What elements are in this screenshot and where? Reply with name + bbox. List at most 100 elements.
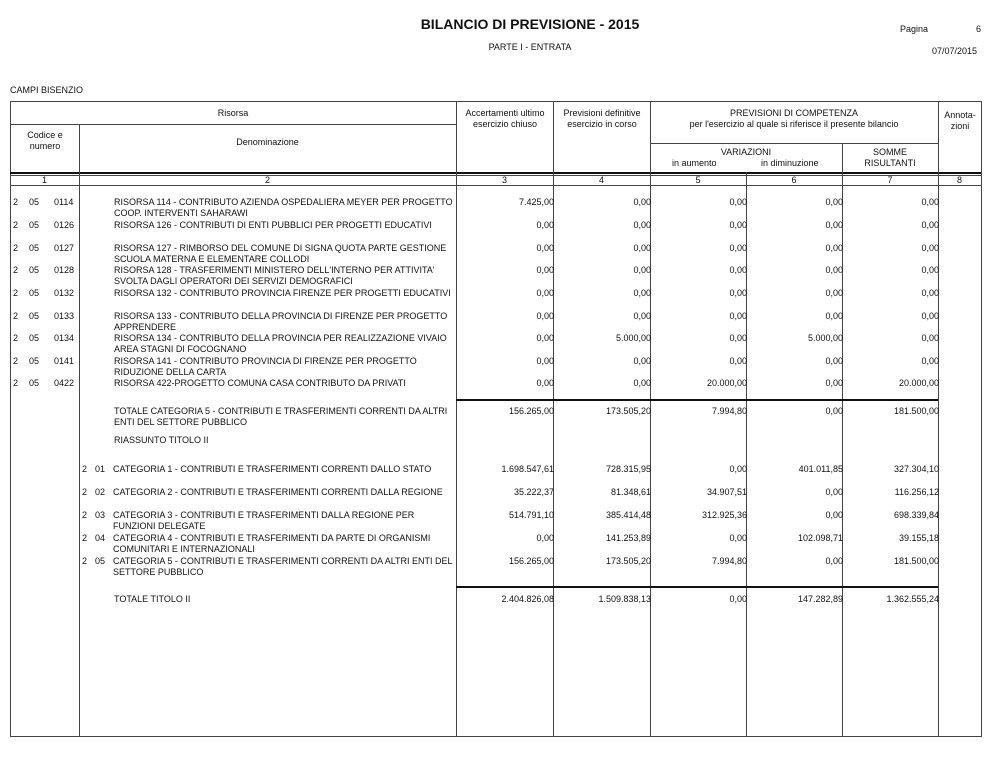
document-subtitle: PARTE I - ENTRATA	[488, 42, 572, 52]
table-border-left	[10, 101, 11, 736]
header-in-aumento: in aumento	[672, 158, 717, 168]
code-categoria: 05	[29, 265, 40, 275]
column-number: 4	[598, 175, 604, 185]
table-border-right	[981, 101, 982, 736]
code-categoria: 05	[29, 243, 40, 253]
amount-cell: 0,00	[729, 243, 747, 253]
amount-cell: 0,00	[825, 556, 843, 566]
row-description: RISORSA 133 - CONTRIBUTO DELLA PROVINCIA…	[114, 311, 448, 332]
amount-cell: 0,00	[825, 311, 843, 321]
amount-cell: 0,00	[921, 265, 939, 275]
amount-cell: 385.414,48	[605, 510, 651, 520]
code-titolo: 2	[82, 510, 88, 520]
amount-cell: 156.265,00	[508, 556, 554, 566]
amount-cell: 7.425,00	[518, 197, 554, 207]
amount-cell: 0,00	[633, 197, 651, 207]
code-risorsa: 0114	[54, 197, 74, 207]
amount-cell: 5.000,00	[615, 333, 651, 343]
code-titolo: 2	[13, 243, 19, 253]
amount-cell: 0,00	[825, 356, 843, 366]
header-accertamenti: Accertamenti ultimo esercizio chiuso	[465, 108, 545, 129]
amount-cell: 0,00	[921, 356, 939, 366]
total-titolo-description: TOTALE TITOLO II	[114, 594, 191, 604]
column-divider	[746, 172, 747, 736]
header-annotazioni: Annota-zioni	[944, 110, 976, 131]
row-description: RISORSA 126 - CONTRIBUTI DI ENTI PUBBLIC…	[114, 220, 432, 230]
amount-cell: 698.339,84	[893, 510, 939, 520]
amount-cell: 0,00	[536, 265, 554, 275]
category-description: CATEGORIA 1 - CONTRIBUTI E TRASFERIMENTI…	[113, 464, 432, 474]
column-number: 6	[791, 175, 797, 185]
code-titolo: 2	[13, 288, 19, 298]
row-description: RISORSA 128 - TRASFERIMENTI MINISTERO DE…	[114, 265, 435, 286]
code-titolo: 2	[82, 556, 88, 566]
amount-cell: 0,00	[825, 406, 843, 416]
amount-cell: 0,00	[729, 265, 747, 275]
row-description: RISORSA 114 - CONTRIBUTO AZIENDA OSPEDAL…	[114, 197, 453, 218]
amount-cell: 0,00	[633, 356, 651, 366]
amount-cell: 327.304,10	[893, 464, 939, 474]
row-description: RISORSA 141 - CONTRIBUTO PROVINCIA DI FI…	[114, 356, 417, 377]
code-risorsa: 0133	[54, 311, 75, 321]
column-divider	[842, 143, 843, 736]
amount-cell: 20.000,00	[898, 378, 939, 388]
code-titolo: 2	[13, 197, 19, 207]
amount-cell: 0,00	[729, 356, 747, 366]
category-description: CATEGORIA 4 - CONTRIBUTI E TRASFERIMENTI…	[113, 533, 431, 554]
column-number: 1	[41, 175, 47, 185]
header-previsioni-competenza: PREVISIONI DI COMPETENZA	[729, 108, 859, 118]
column-divider	[553, 101, 554, 736]
amount-cell: 156.265,00	[508, 406, 554, 416]
code-risorsa: 0127	[54, 243, 75, 253]
amount-cell: 0,00	[633, 265, 651, 275]
amount-cell: 0,00	[825, 197, 843, 207]
amount-cell: 0,00	[729, 220, 747, 230]
document-date: 07/07/2015	[932, 46, 978, 56]
code-titolo: 2	[13, 333, 19, 343]
code-categoria: 05	[29, 356, 40, 366]
amount-cell: 0,00	[825, 510, 843, 520]
amount-cell: 173.505,20	[605, 406, 651, 416]
amount-cell: 34.907,51	[706, 487, 747, 497]
code-titolo: 2	[13, 378, 19, 388]
code-risorsa: 0141	[54, 356, 75, 366]
page-number: 6	[976, 24, 982, 34]
amount-cell: 0,00	[729, 533, 747, 543]
code-categoria: 04	[95, 533, 106, 543]
table-border-top	[10, 101, 981, 102]
amount-cell: 0,00	[633, 378, 651, 388]
code-categoria: 05	[29, 288, 40, 298]
amount-cell: 147.282,89	[797, 594, 843, 604]
amount-cell: 0,00	[921, 333, 939, 343]
code-titolo: 2	[82, 487, 88, 497]
amount-cell: 0,00	[633, 288, 651, 298]
header-double-line	[10, 175, 981, 176]
code-risorsa: 0126	[54, 220, 75, 230]
amount-cell: 1.509.838,13	[598, 594, 651, 604]
header-previsioni-competenza-sub: per l'esercizio al quale si riferisce il…	[689, 119, 899, 129]
code-titolo: 2	[13, 220, 19, 230]
amount-cell: 0,00	[729, 464, 747, 474]
table-border-bottom	[10, 736, 982, 737]
amount-cell: 0,00	[825, 265, 843, 275]
code-titolo: 2	[13, 356, 19, 366]
amount-cell: 0,00	[729, 594, 747, 604]
code-titolo: 2	[82, 464, 88, 474]
subtotal-line	[456, 399, 938, 401]
row-description: RISORSA 422-PROGETTO COMUNA CASA CONTRIB…	[114, 378, 406, 388]
amount-cell: 7.994,80	[711, 406, 747, 416]
amount-cell: 0,00	[633, 220, 651, 230]
header-previsioni-definitive: Previsioni definitive esercizio in corso	[563, 108, 641, 129]
amount-cell: 1.698.547,61	[501, 464, 554, 474]
amount-cell: 0,00	[536, 356, 554, 366]
column-divider	[79, 124, 80, 736]
amount-cell: 0,00	[536, 311, 554, 321]
amount-cell: 0,00	[921, 311, 939, 321]
header-variazioni: VARIAZIONI	[720, 147, 772, 157]
amount-cell: 173.505,20	[605, 556, 651, 566]
code-categoria: 05	[29, 197, 40, 207]
amount-cell: 514.791,10	[508, 510, 554, 520]
code-categoria: 03	[95, 510, 106, 520]
code-titolo: 2	[82, 533, 88, 543]
column-divider	[938, 101, 939, 736]
